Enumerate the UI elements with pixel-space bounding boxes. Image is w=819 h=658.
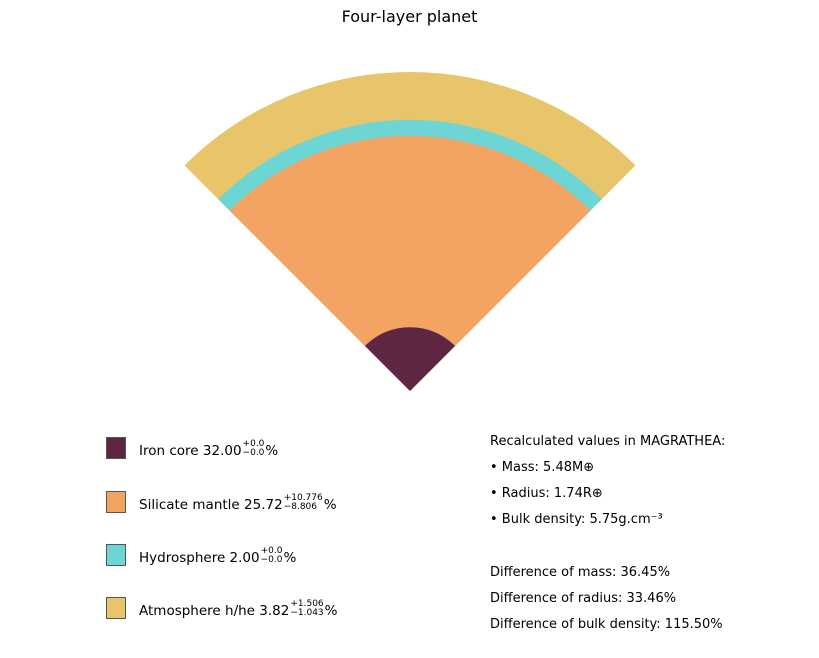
layer-name: Iron core [139,443,199,459]
layer-unit: % [323,497,337,513]
legend-swatch [106,491,126,513]
layer-value: 25.72 [244,497,283,513]
layer-name: Atmosphere h/he [139,603,255,619]
legend-label: Atmosphere h/he 3.82 +1.506 −1.043% [139,600,338,620]
uncertainty-minus: −0.0 [260,555,283,565]
uncertainty-minus: −1.043 [290,608,324,618]
uncertainty-plus: +0.0 [242,439,265,449]
legend-swatch [106,597,126,619]
uncertainty-minus: −0.0 [242,448,265,458]
difference-density: Difference of bulk density: 115.50% [490,617,723,632]
layer-name: Silicate mantle [139,497,240,513]
recalculated-radius: • Radius: 1.74R⊕ [490,486,603,501]
difference-radius: Difference of radius: 33.46% [490,591,677,606]
layer-unit: % [324,603,338,619]
uncertainty-minus: −8.806 [283,502,318,512]
uncertainty-plus: +0.0 [260,546,283,556]
legend-swatch [106,544,126,566]
layer-unit: % [265,443,279,459]
silicate-mantle-layer [229,135,591,391]
layer-uncertainty: +10.776 −8.806 [284,494,323,512]
planet-wedge-diagram [184,71,636,392]
layer-uncertainty: +1.506 −1.043 [290,600,323,618]
diagram-title: Four-layer planet [341,7,478,26]
difference-mass: Difference of mass: 36.45% [490,565,671,580]
layer-value: 32.00 [202,443,242,459]
legend-label: Hydrosphere 2.00 +0.0 −0.0% [139,547,297,567]
layer-uncertainty: +0.0 −0.0 [243,440,265,458]
recalculated-mass: • Mass: 5.48M⊕ [490,460,595,475]
recalculated-heading: Recalculated values in MAGRATHEA: [490,434,726,449]
recalculated-density: • Bulk density: 5.75g.cm⁻³ [490,512,663,527]
legend-label: Silicate mantle 25.72 +10.776 −8.806% [139,494,337,514]
layer-value: 3.82 [259,603,290,619]
uncertainty-plus: +1.506 [290,599,324,609]
legend-label: Iron core 32.00 +0.0 −0.0% [139,440,279,460]
layer-name: Hydrosphere [139,550,226,566]
legend-swatch [106,437,126,459]
uncertainty-plus: +10.776 [283,493,323,503]
layer-uncertainty: +0.0 −0.0 [261,547,283,565]
layer-value: 2.00 [229,550,260,566]
iron-core-layer [364,327,456,391]
layer-unit: % [283,550,297,566]
